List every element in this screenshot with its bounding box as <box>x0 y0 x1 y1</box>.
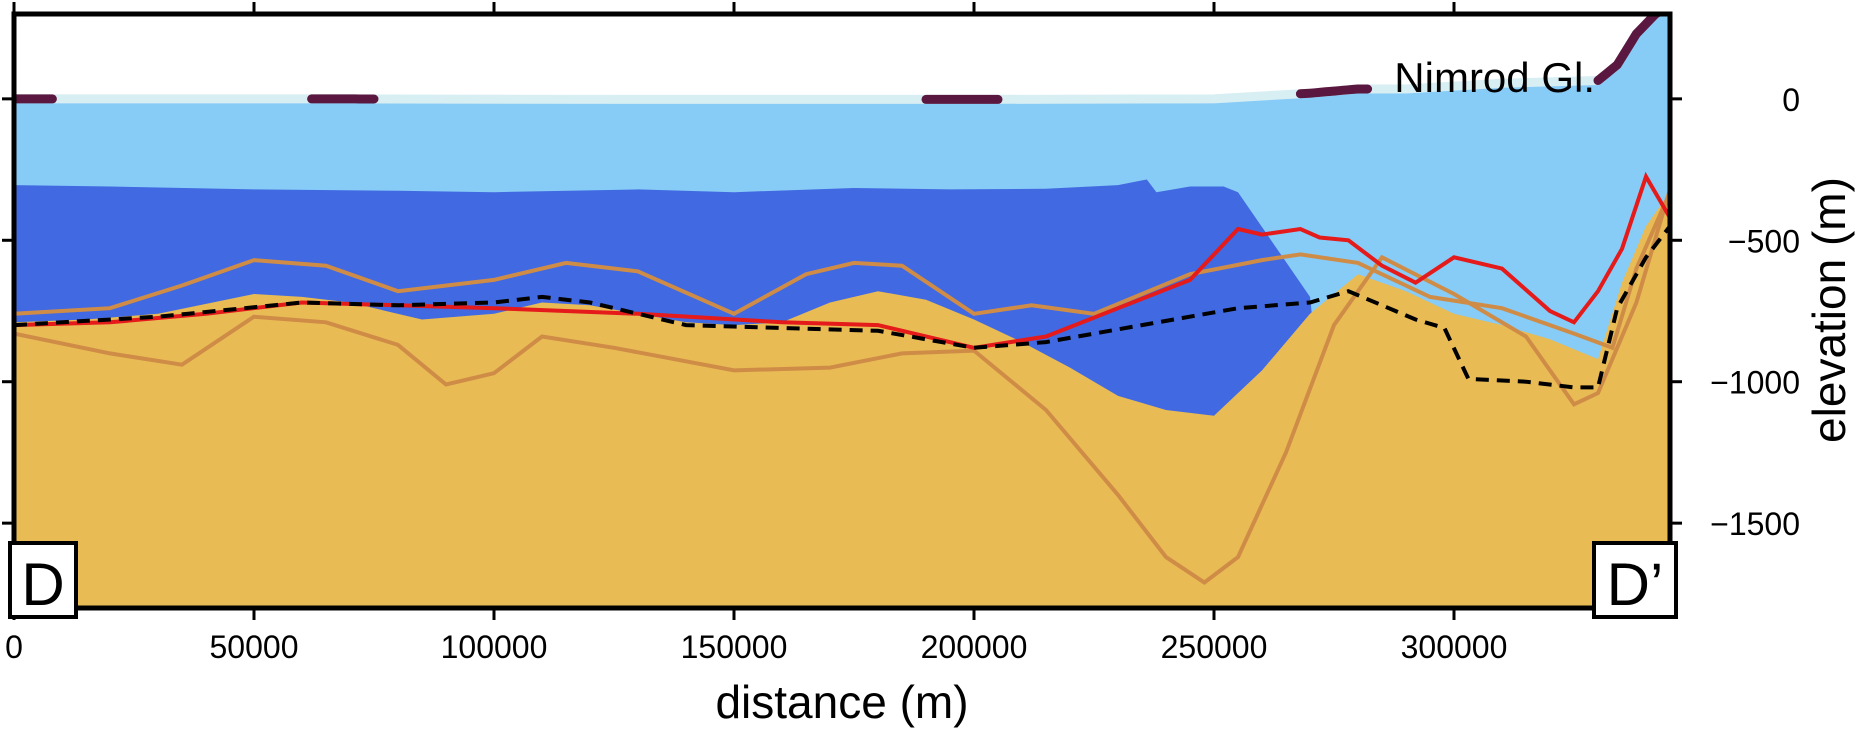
ice-surface-dark-segments <box>14 14 1665 104</box>
x-tick-label: 250000 <box>1161 629 1268 665</box>
y-tick-label: 0 <box>1782 82 1800 118</box>
x-axis-label: distance (m) <box>715 676 968 728</box>
plot-area <box>11 11 1673 611</box>
glacier-label: Nimrod Gl. <box>1394 54 1595 101</box>
right-corner-label: D’ <box>1592 541 1678 619</box>
ice-surface-dark-segment <box>1593 14 1665 85</box>
y-axis-label: elevation (m) <box>1803 177 1855 443</box>
y-tick-label: −1500 <box>1710 506 1800 542</box>
dashed-profile-line <box>14 224 1670 390</box>
x-tick-label: 0 <box>5 629 23 665</box>
x-tick-label: 150000 <box>681 629 788 665</box>
bed-contour-upper-line <box>14 191 1670 351</box>
ice-surface-dark-segment <box>1295 84 1373 99</box>
x-axis-ticks: 0 50000 100000 150000 200000 250000 300000 <box>5 2 1507 665</box>
plot-frame <box>11 11 1673 611</box>
left-corner-label: D <box>8 541 78 619</box>
red-profile-line <box>14 171 1670 350</box>
x-tick-label: 200000 <box>921 629 1028 665</box>
y-tick-label: −1000 <box>1710 365 1800 401</box>
x-tick-label: 300000 <box>1401 629 1508 665</box>
y-tick-label: −500 <box>1728 223 1800 259</box>
y-axis-ticks: 0 −500 −1000 −1500 <box>2 82 1800 542</box>
x-tick-label: 50000 <box>210 629 299 665</box>
bed-contour-lower-line <box>14 188 1670 585</box>
right-corner-text: D’ <box>1607 551 1664 618</box>
bed-area <box>14 192 1670 608</box>
x-tick-label: 100000 <box>441 629 548 665</box>
left-corner-text: D <box>21 551 64 618</box>
